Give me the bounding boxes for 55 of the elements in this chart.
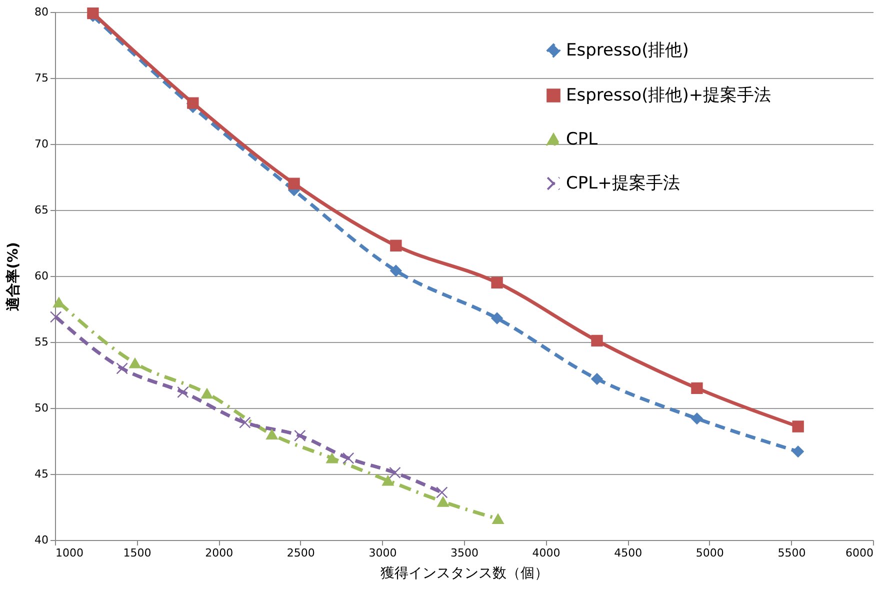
point [266, 429, 278, 440]
point [177, 386, 189, 398]
point [87, 7, 99, 20]
x-tick-label: 5000 [696, 546, 724, 560]
point [591, 334, 603, 347]
x-tick-label: 4000 [532, 546, 560, 560]
point [492, 514, 504, 524]
legend-label: Espresso(排他)+提案手法 [566, 86, 772, 106]
point [436, 486, 448, 498]
y-tick-label: 60 [34, 270, 48, 282]
point [116, 362, 128, 374]
point [382, 475, 394, 486]
x-tick-label: 3000 [368, 546, 397, 560]
y-tick-label: 50 [34, 402, 48, 414]
point [201, 388, 213, 399]
point [792, 420, 804, 432]
point [288, 178, 300, 190]
point [294, 430, 306, 442]
point [129, 358, 141, 368]
point [390, 240, 402, 252]
point [437, 496, 449, 507]
y-tick-label: 55 [34, 336, 48, 348]
point [187, 97, 199, 109]
x-tick-label: 2000 [205, 546, 234, 560]
x-tick-label: 2500 [286, 546, 315, 560]
y-tick-label: 45 [34, 468, 48, 480]
point [342, 452, 354, 464]
x-tick-label: 3500 [450, 546, 478, 560]
point [591, 373, 603, 385]
x-tick-label: 5500 [778, 546, 806, 560]
point [50, 311, 62, 323]
point [326, 453, 338, 464]
x-tick-label: 1500 [123, 546, 152, 560]
y-axis-title: 適合率(%) [4, 242, 22, 312]
point [239, 416, 251, 428]
y-tick-label: 65 [34, 204, 48, 216]
point [390, 264, 402, 277]
x-tick-label: 4500 [614, 546, 642, 560]
point [53, 297, 65, 308]
y-tick-label: 40 [34, 534, 48, 546]
x-tick-label: 6000 [846, 546, 874, 560]
y-tick-label: 80 [34, 6, 48, 18]
point [691, 382, 703, 394]
y-tick-label: 70 [34, 138, 48, 150]
legend-label: CPL [566, 130, 598, 150]
point [491, 312, 503, 324]
legend-label: Espresso(排他) [566, 40, 689, 60]
x-axis-title: 獲得インスタンス数（個） [380, 566, 548, 582]
point [491, 276, 503, 288]
y-tick-label: 75 [34, 72, 48, 84]
point [389, 466, 401, 479]
x-tick-label: 1000 [56, 546, 84, 560]
point [792, 446, 804, 458]
point [691, 412, 703, 424]
legend-label: CPL+提案手法 [566, 174, 680, 194]
